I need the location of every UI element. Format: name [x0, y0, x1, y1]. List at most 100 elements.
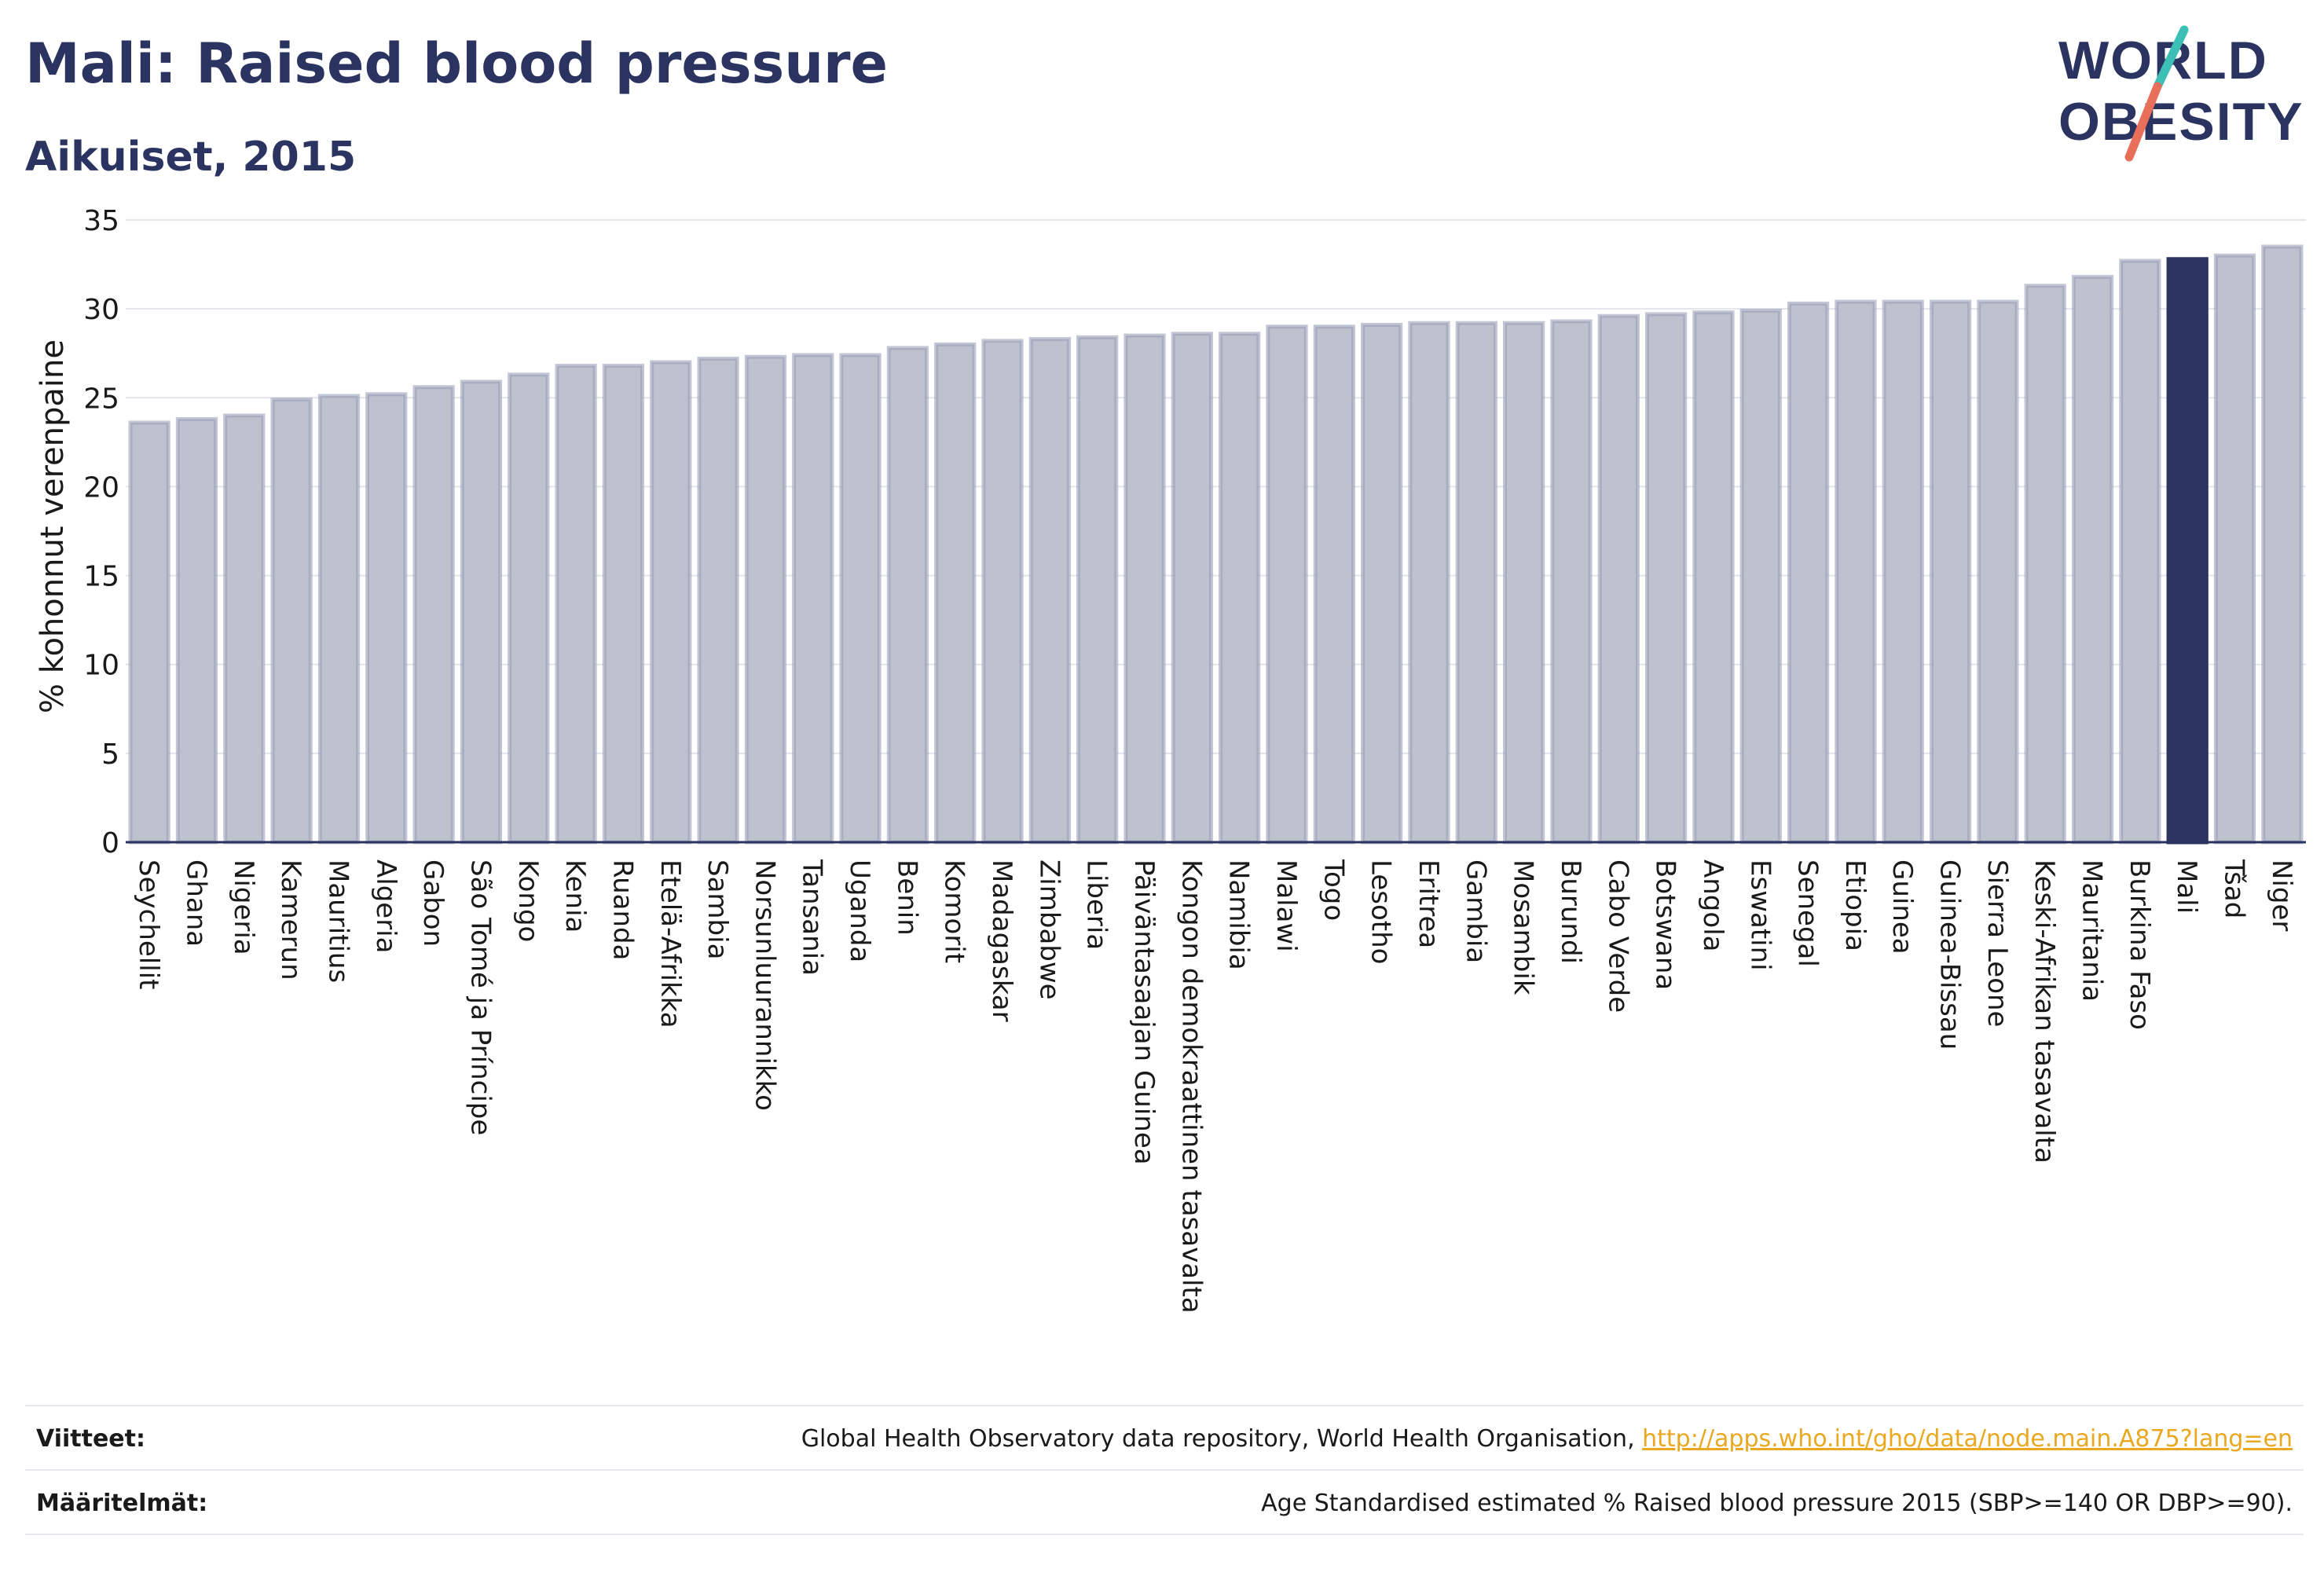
bar-eswatini — [1739, 308, 1782, 845]
bar-sierra-leone — [1977, 299, 2019, 845]
x-tick-label: Mali — [2171, 859, 2202, 914]
x-tick-label: Togo — [1318, 859, 1349, 921]
bar-ghana — [175, 416, 218, 845]
x-tick-label: Cabo Verde — [1602, 859, 1633, 1013]
x-tick-label: Benin — [891, 859, 922, 936]
x-tick-label: Mauritania — [2077, 859, 2108, 1002]
bar-angola — [1692, 310, 1735, 845]
x-tick-label: São Tomé ja Príncipe — [464, 859, 496, 1135]
x-tick-label: Uganda — [844, 859, 875, 962]
bar-namibia — [1219, 332, 1261, 845]
x-tick-label: Zimbabwe — [1033, 859, 1065, 1000]
y-tick-label: 30 — [83, 294, 119, 326]
definitions-label: Määritelmät: — [36, 1490, 208, 1517]
bar-guinea-bissau — [1929, 299, 1972, 845]
chart-title: Mali: Raised blood pressure — [25, 31, 889, 96]
bar-mauritius — [317, 394, 361, 845]
x-tick-label: Kenia — [559, 859, 591, 933]
bar-cabo-verde — [1597, 313, 1640, 845]
bar-gabon — [412, 385, 455, 845]
x-tick-label: Ghana — [180, 859, 211, 947]
bar-guinea — [1882, 299, 1924, 845]
x-tick-label: Burundi — [1555, 859, 1586, 964]
bar-mauritania — [2071, 274, 2114, 845]
x-tick-label: Komorit — [939, 859, 970, 963]
x-tick-label: Algeria — [370, 859, 401, 953]
x-tick-label: Norsunluurannikko — [749, 859, 780, 1111]
x-tick-label: Päiväntasaajan Guinea — [1128, 859, 1160, 1165]
x-tick-label: Nigeria — [228, 859, 259, 955]
x-tick-label: Etelä-Afrikka — [654, 859, 686, 1028]
x-tick-label: Kongo — [512, 859, 544, 942]
x-tick-label: Angola — [1697, 859, 1728, 951]
x-tick-label: Etiopia — [1839, 859, 1871, 951]
bar-komorit — [934, 342, 977, 845]
x-tick-label: Gambia — [1460, 859, 1491, 963]
x-tick-label: Malawi — [1270, 859, 1302, 952]
logo-slash-teal — [2153, 25, 2189, 91]
bar-s-o-tom-ja-pr-ncipe — [460, 379, 503, 845]
x-tick-label: Madagaskar — [986, 859, 1017, 1022]
x-tick-label: Eritrea — [1413, 859, 1444, 948]
bar-kongo — [508, 372, 550, 845]
bar-mali — [2166, 257, 2209, 845]
sources-value: Global Health Observatory data repositor… — [801, 1425, 2293, 1453]
bar-togo — [1313, 324, 1355, 845]
footer-divider — [25, 1534, 2304, 1535]
bar-kenia — [555, 364, 597, 845]
x-tick-label: Guinea — [1886, 859, 1918, 955]
bar-madagaskar — [981, 339, 1024, 845]
x-tick-label: Ruanda — [607, 859, 638, 960]
definitions-text: Age Standardised estimated % Raised bloo… — [1261, 1490, 2293, 1517]
bar-nigeria — [223, 413, 266, 845]
x-tick-label: Botswana — [1650, 859, 1681, 990]
sources-link[interactable]: http://apps.who.int/gho/data/node.main.A… — [1642, 1425, 2293, 1453]
y-tick-label: 25 — [83, 383, 119, 415]
x-tick-label: Eswatini — [1744, 859, 1776, 971]
bar-zimbabwe — [1028, 337, 1071, 845]
bar-eritrea — [1408, 321, 1450, 845]
y-tick-labels: 0 5 10 15 20 25 30 35 — [83, 205, 119, 859]
x-tick-label: Guinea-Bissau — [1934, 859, 1966, 1050]
x-tick-label: Sierra Leone — [1981, 859, 2013, 1027]
x-tick-label: Senegal — [1792, 859, 1824, 967]
y-tick-label: 35 — [83, 205, 119, 237]
x-tick-label: Kongon demokraattinen tasavalta — [1175, 859, 1207, 1314]
bar-p-iv-ntasaajan-guinea — [1124, 333, 1166, 845]
bar-botswana — [1644, 312, 1688, 845]
bar-tansania — [792, 353, 834, 845]
sources-row: Viitteet: Global Health Observatory data… — [25, 1405, 2304, 1469]
y-axis-label: % kohonnut verenpaine — [35, 339, 71, 713]
bar-keski-afrikan-tasavalta — [2024, 284, 2066, 845]
y-tick-label: 20 — [83, 471, 119, 504]
bar-etel-afrikka — [650, 360, 692, 845]
bar-uganda — [839, 353, 882, 845]
bar-senegal — [1787, 301, 1830, 845]
x-tick-label: Mauritius — [322, 859, 354, 983]
y-tick-label: 5 — [101, 739, 119, 771]
bar-algeria — [365, 392, 408, 845]
x-tick-label: Mosambik — [1508, 859, 1539, 995]
x-tick-label: Namibia — [1223, 859, 1255, 970]
x-tick-label: Burkina Faso — [2124, 859, 2155, 1030]
bar-kongon-demokraattinen-tasavalta — [1171, 332, 1213, 845]
y-tick-label: 15 — [83, 561, 119, 593]
bar-ruanda — [602, 364, 645, 845]
bar-gambia — [1455, 321, 1497, 845]
logo-slash-coral — [2124, 82, 2162, 162]
x-tick-label: Gabon — [417, 859, 449, 947]
x-tick-label: Kamerun — [275, 859, 306, 980]
bar-liberia — [1076, 335, 1119, 845]
world-obesity-logo: WORLD OBESITY — [2058, 25, 2303, 162]
x-tick-label: Niger — [2266, 859, 2297, 931]
bar-kamerun — [270, 398, 313, 845]
x-tick-label: Seychellit — [133, 859, 164, 989]
bar-burundi — [1550, 319, 1593, 845]
bar-niger — [2261, 244, 2304, 845]
x-tick-labels: Seychellit Ghana Nigeria Kamerun Mauritius Al… — [133, 859, 2297, 1314]
bar-norsunluurannikko — [744, 354, 787, 845]
bar-lesotho — [1361, 323, 1403, 845]
x-tick-label: Liberia — [1081, 859, 1113, 950]
sources-label: Viitteet: — [36, 1425, 145, 1453]
bar-seychellit — [128, 420, 170, 845]
